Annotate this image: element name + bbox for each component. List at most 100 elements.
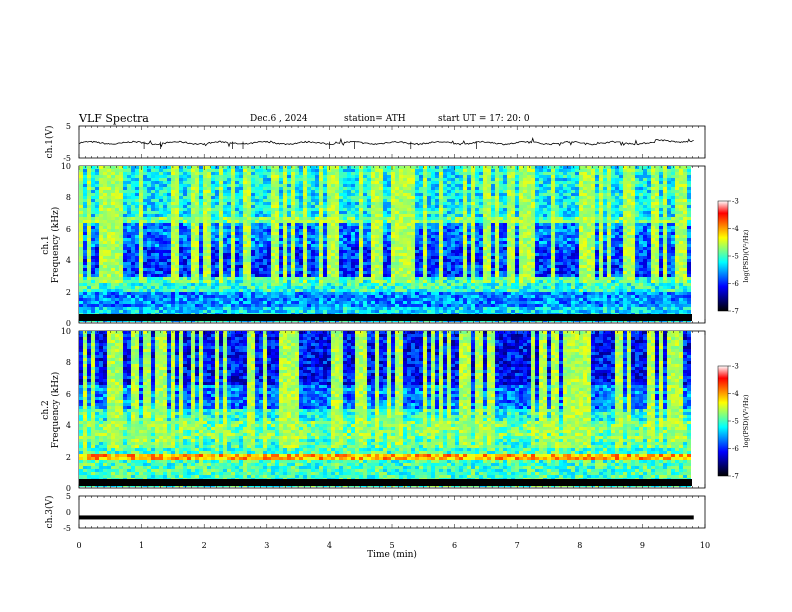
spectrogram-cell <box>559 238 563 241</box>
spectrogram-cell <box>103 217 107 220</box>
spectrogram-cell <box>99 229 103 232</box>
spectrogram-cell <box>355 217 359 220</box>
spectrogram-cell <box>499 202 503 205</box>
spectrogram-cell <box>267 220 271 223</box>
spectrogram-cell <box>487 226 491 229</box>
spectrogram-cell <box>275 229 279 232</box>
spectrogram-cell <box>247 226 251 229</box>
spectrogram-cell <box>99 175 103 178</box>
spectrogram-cell <box>411 256 415 259</box>
spectrogram-cell <box>243 220 247 223</box>
spectrogram-cell <box>371 214 375 217</box>
spectrogram-cell <box>503 226 507 229</box>
spectrogram-cell <box>251 235 255 238</box>
spectrogram-cell <box>611 181 615 184</box>
spectrogram-cell <box>115 253 119 256</box>
spectrogram-cell <box>359 214 363 217</box>
spectrogram-cell <box>603 217 607 220</box>
spectrogram-cell <box>247 250 251 253</box>
spectrogram-cell <box>431 229 435 232</box>
spectrogram-cell <box>195 211 199 214</box>
spectrogram-cell <box>607 211 611 214</box>
spectrogram-cell <box>643 250 647 253</box>
spectrogram-cell <box>79 190 83 193</box>
spectrogram-cell <box>163 184 167 187</box>
spectrogram-cell <box>427 235 431 238</box>
spectrogram-cell <box>363 250 367 253</box>
spectrogram-cell <box>459 196 463 199</box>
spectrogram-cell <box>611 253 615 256</box>
spectrogram-cell <box>239 244 243 247</box>
spectrogram-cell <box>79 181 83 184</box>
spectrogram-cell <box>647 211 651 214</box>
spectrogram-cell <box>279 187 283 190</box>
spectrogram-cell <box>291 241 295 244</box>
spectrogram-cell <box>135 217 139 220</box>
spectrogram-cell <box>199 202 203 205</box>
spectrogram-cell <box>611 178 615 181</box>
spectrogram-cell <box>531 223 535 226</box>
spectrogram-cell <box>679 184 683 187</box>
spectrogram-cell <box>587 250 591 253</box>
spectrogram-cell <box>211 250 215 253</box>
spectrogram-cell <box>583 217 587 220</box>
spectrogram-cell <box>515 187 519 190</box>
spectrogram-cell <box>95 253 99 256</box>
spectrogram-cell <box>611 244 615 247</box>
spectrogram-cell <box>83 166 87 169</box>
spectrogram-cell <box>107 166 111 169</box>
spectrogram-cell <box>443 238 447 241</box>
spectrogram-cell <box>623 184 627 187</box>
spectrogram-cell <box>135 208 139 211</box>
spectrogram-cell <box>507 187 511 190</box>
spectrogram-cell <box>615 190 619 193</box>
spectrogram-cell <box>327 166 331 169</box>
spectrogram-cell <box>463 202 467 205</box>
spectrogram-cell <box>499 172 503 175</box>
spectrogram-cell <box>319 193 323 196</box>
spectrogram-cell <box>91 190 95 193</box>
spectrogram-cell <box>223 202 227 205</box>
spectrogram-cell <box>335 226 339 229</box>
spectrogram-cell <box>307 175 311 178</box>
spectrogram-cell <box>387 217 391 220</box>
spectrogram-cell <box>463 235 467 238</box>
spectrogram-cell <box>167 175 171 178</box>
spectrogram-cell <box>647 202 651 205</box>
spectrogram-cell <box>475 208 479 211</box>
spectrogram-cell <box>279 256 283 259</box>
spectrogram-cell <box>391 196 395 199</box>
spectrogram-cell <box>583 214 587 217</box>
spectrogram-cell <box>519 181 523 184</box>
spectrogram-cell <box>675 190 679 193</box>
spectrogram-cell <box>135 253 139 256</box>
spectrogram-cell <box>483 226 487 229</box>
spectrogram-cell <box>447 187 451 190</box>
spectrogram-cell <box>87 226 91 229</box>
spectrogram-cell <box>115 238 119 241</box>
spectrogram-cell <box>395 199 399 202</box>
spectrogram-cell <box>87 181 91 184</box>
spectrogram-cell <box>127 217 131 220</box>
spectrogram-cell <box>459 175 463 178</box>
spectrogram-cell <box>207 181 211 184</box>
spectrogram-cell <box>407 205 411 208</box>
spectrogram-cell <box>231 172 235 175</box>
spectrogram-cell <box>83 223 87 226</box>
spectrogram-cell <box>515 223 519 226</box>
spectrogram-cell <box>319 214 323 217</box>
spectrogram-cell <box>175 178 179 181</box>
spectrogram-cell <box>367 169 371 172</box>
spectrogram-cell <box>523 172 527 175</box>
spectrogram-cell <box>567 187 571 190</box>
spectrogram-cell <box>91 259 95 262</box>
spectrogram-cell <box>191 238 195 241</box>
spectrogram-cell <box>175 193 179 196</box>
spectrogram-cell <box>255 211 259 214</box>
spectrogram-cell <box>115 208 119 211</box>
spectrogram-cell <box>171 193 175 196</box>
spectrogram-cell <box>479 220 483 223</box>
spectrogram-cell <box>247 205 251 208</box>
spectrogram-cell <box>535 178 539 181</box>
spectrogram-cell <box>151 223 155 226</box>
